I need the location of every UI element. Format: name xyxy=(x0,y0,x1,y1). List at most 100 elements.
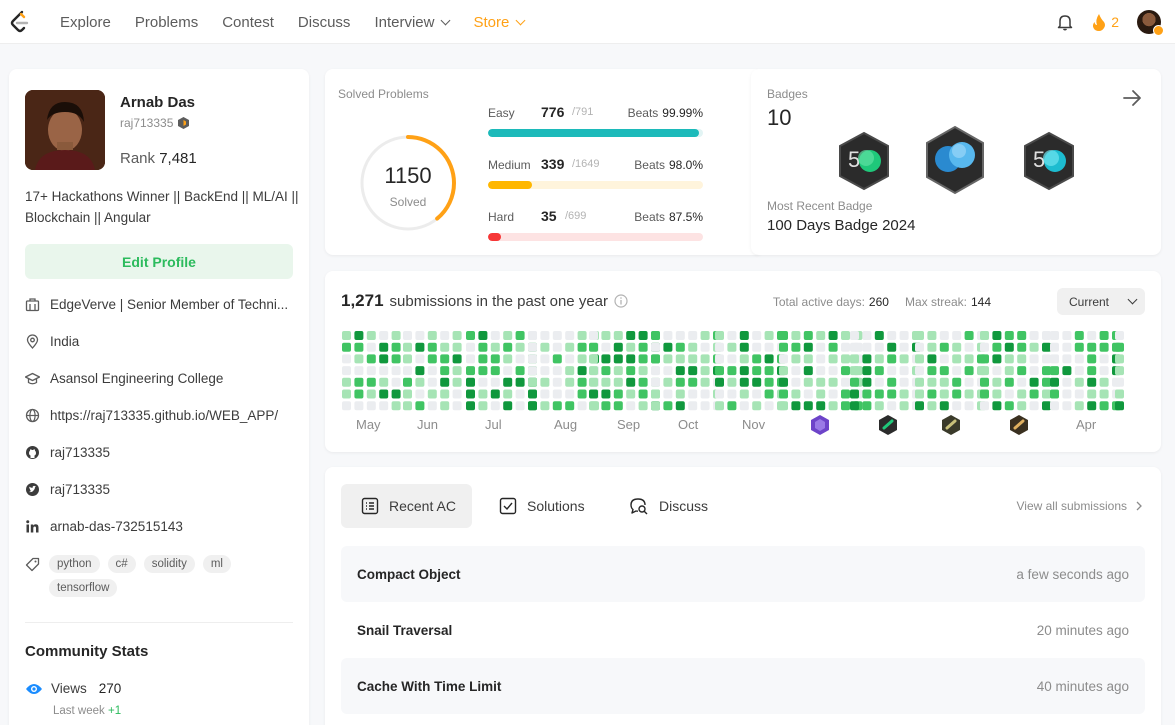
heatmap-cell[interactable] xyxy=(752,331,762,340)
heatmap-cell[interactable] xyxy=(1017,342,1027,352)
heatmap-cell[interactable] xyxy=(391,401,401,411)
heatmap-cell[interactable] xyxy=(1029,366,1039,376)
heatmap-cell[interactable] xyxy=(366,377,376,387)
heatmap-cell[interactable] xyxy=(1050,401,1059,411)
heatmap-cell[interactable] xyxy=(552,389,562,399)
heatmap-cell[interactable] xyxy=(779,366,788,376)
heatmap-cell[interactable] xyxy=(342,389,351,399)
heatmap-cell[interactable] xyxy=(663,354,673,364)
tab-solutions[interactable]: Solutions xyxy=(479,484,601,528)
heatmap-cell[interactable] xyxy=(675,342,685,352)
heatmap-cell[interactable] xyxy=(466,342,475,352)
heatmap-cell[interactable] xyxy=(565,401,575,411)
heatmap-cell[interactable] xyxy=(980,377,989,387)
heatmap-cell[interactable] xyxy=(601,354,611,364)
nav-problems[interactable]: Problems xyxy=(134,13,199,31)
heatmap-cell[interactable] xyxy=(440,331,450,340)
heatmap-cell[interactable] xyxy=(440,401,450,411)
heatmap-cell[interactable] xyxy=(403,377,412,387)
heatmap-cell[interactable] xyxy=(366,366,376,376)
heatmap-cell[interactable] xyxy=(841,377,850,387)
heatmap-cell[interactable] xyxy=(354,354,364,364)
heatmap-cell[interactable] xyxy=(528,401,537,411)
heatmap-cell[interactable] xyxy=(816,354,826,364)
heatmap-cell[interactable] xyxy=(663,331,673,340)
heatmap-cell[interactable] xyxy=(715,342,724,352)
heatmap-cell[interactable] xyxy=(899,342,909,352)
info-linkedin[interactable]: arnab-das-732515143 xyxy=(25,519,183,534)
heatmap-cell[interactable] xyxy=(899,401,909,411)
heatmap-cell[interactable] xyxy=(739,354,749,364)
heatmap-cell[interactable] xyxy=(452,331,462,340)
skill-tag[interactable]: solidity xyxy=(143,555,195,573)
heatmap-cell[interactable] xyxy=(791,331,801,340)
heatmap-cell[interactable] xyxy=(589,366,598,376)
heatmap-cell[interactable] xyxy=(1099,366,1109,376)
heatmap-cell[interactable] xyxy=(540,354,550,364)
heatmap-cell[interactable] xyxy=(791,401,801,411)
heatmap-cell[interactable] xyxy=(503,366,513,376)
heatmap-cell[interactable] xyxy=(601,342,611,352)
heatmap-cell[interactable] xyxy=(850,401,859,411)
heatmap-cell[interactable] xyxy=(379,389,389,399)
heatmap-cell[interactable] xyxy=(980,389,989,399)
heatmap-cell[interactable] xyxy=(1062,377,1072,387)
info-twitter-text[interactable]: raj713335 xyxy=(50,482,111,497)
streak-counter[interactable]: 2 xyxy=(1092,13,1119,31)
heatmap-cell[interactable] xyxy=(739,342,749,352)
heatmap-cell[interactable] xyxy=(899,354,909,364)
heatmap-cell[interactable] xyxy=(915,331,924,340)
bell-icon[interactable] xyxy=(1056,13,1074,31)
heatmap-cell[interactable] xyxy=(565,377,575,387)
heatmap-cell[interactable] xyxy=(980,401,989,411)
heatmap-cell[interactable] xyxy=(452,377,462,387)
heatmap-cell[interactable] xyxy=(452,389,462,399)
heatmap-cell[interactable] xyxy=(503,377,513,387)
heatmap-cell[interactable] xyxy=(927,377,937,387)
heatmap-cell[interactable] xyxy=(638,366,648,376)
heatmap-cell[interactable] xyxy=(887,401,897,411)
heatmap-cell[interactable] xyxy=(490,331,500,340)
heatmap-cell[interactable] xyxy=(992,354,1002,364)
heatmap-cell[interactable] xyxy=(874,331,884,340)
info-icon[interactable] xyxy=(614,294,628,308)
heatmap-cell[interactable] xyxy=(752,389,762,399)
heatmap-cell[interactable] xyxy=(552,331,562,340)
heatmap-cell[interactable] xyxy=(440,366,450,376)
heatmap-cell[interactable] xyxy=(552,366,562,376)
heatmap-cell[interactable] xyxy=(589,331,598,340)
heatmap-cell[interactable] xyxy=(764,377,774,387)
heatmap-cell[interactable] xyxy=(1062,401,1072,411)
heatmap-cell[interactable] xyxy=(651,389,660,399)
heatmap-cell[interactable] xyxy=(700,377,710,387)
heatmap-cell[interactable] xyxy=(1042,401,1051,411)
heatmap-cell[interactable] xyxy=(354,331,364,340)
heatmap-cell[interactable] xyxy=(601,331,611,340)
heatmap-cell[interactable] xyxy=(1062,331,1072,340)
heatmap-cell[interactable] xyxy=(803,366,813,376)
heatmap-cell[interactable] xyxy=(816,331,826,340)
skill-tag[interactable]: ml xyxy=(202,555,231,573)
heatmap-cell[interactable] xyxy=(1099,377,1109,387)
heatmap-cell[interactable] xyxy=(964,354,974,364)
heatmap-cell[interactable] xyxy=(466,354,475,364)
heatmap-cell[interactable] xyxy=(354,389,364,399)
heatmap-cell[interactable] xyxy=(565,389,575,399)
heatmap-cell[interactable] xyxy=(1004,331,1014,340)
heatmap-cell[interactable] xyxy=(862,401,872,411)
heatmap-cell[interactable] xyxy=(715,389,724,399)
heatmap-cell[interactable] xyxy=(638,377,648,387)
heatmap-cell[interactable] xyxy=(613,354,623,364)
heatmap-cell[interactable] xyxy=(1017,331,1027,340)
heatmap-cell[interactable] xyxy=(540,377,550,387)
heatmap-cell[interactable] xyxy=(887,342,897,352)
heatmap-cell[interactable] xyxy=(803,354,813,364)
heatmap-cell[interactable] xyxy=(466,377,475,387)
heatmap-cell[interactable] xyxy=(828,331,838,340)
heatmap-cell[interactable] xyxy=(1074,331,1084,340)
heatmap-cell[interactable] xyxy=(764,389,774,399)
heatmap-cell[interactable] xyxy=(803,331,813,340)
nav-store[interactable]: Store xyxy=(473,14,526,31)
heatmap-cell[interactable] xyxy=(1029,401,1039,411)
heatmap-cell[interactable] xyxy=(752,354,762,364)
